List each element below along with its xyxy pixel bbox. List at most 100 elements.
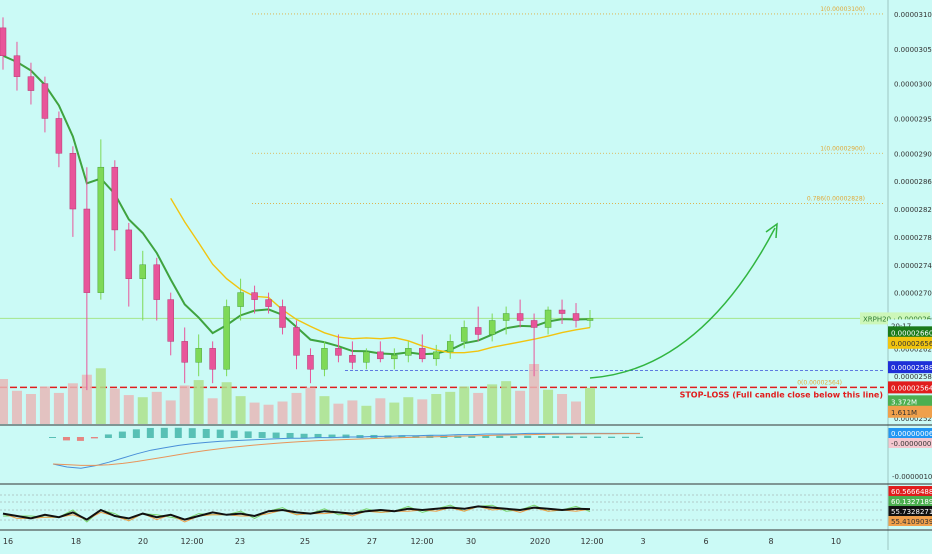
candle-body <box>391 355 398 360</box>
projection-arrowhead <box>765 222 778 239</box>
time-tick-label: 27 <box>367 537 377 546</box>
volume-bar <box>389 402 400 424</box>
price-badge-label: 0.00002588 <box>891 364 932 372</box>
time-tick-label: 10 <box>831 537 841 546</box>
macd-histogram-bar <box>62 437 70 441</box>
candlesticks <box>0 17 594 391</box>
volume-bar <box>501 381 512 424</box>
macd-histogram-bar <box>524 435 532 438</box>
time-tick-label: 18 <box>71 537 81 546</box>
time-tick-label: 12:00 <box>410 537 433 546</box>
macd-histogram-bar <box>230 430 238 438</box>
macd-histogram-bar <box>538 436 546 438</box>
macd-badge-label: 0.00000006 <box>891 430 932 438</box>
macd-histogram-bar <box>594 436 602 438</box>
volume-bar <box>0 379 8 424</box>
macd-histogram-bar <box>286 432 294 438</box>
fib-label: 0.786(0.00002828) <box>807 195 865 202</box>
candle-body <box>307 355 314 370</box>
macd-histogram-bar <box>552 436 560 438</box>
time-axis: 16 18 20 12:00 23 25 27 12:00 30 2020 12:00 3 6 8 10 <box>0 529 932 546</box>
candle-body <box>349 355 356 363</box>
time-tick-label: 30 <box>466 537 476 546</box>
volume-bar <box>515 390 526 424</box>
volume-bar <box>137 397 148 424</box>
rsi-slow-line <box>2 505 591 523</box>
volume-bar <box>235 396 246 424</box>
macd-histogram-bar <box>216 429 224 438</box>
macd-histogram-bar <box>468 435 476 438</box>
candle-body <box>125 229 133 279</box>
fib-label: 1(0.00002900) <box>820 145 865 152</box>
candle-body <box>223 306 230 370</box>
rsi-main-line <box>2 505 591 521</box>
price-tick-label: 0.00002900 <box>894 150 932 158</box>
time-tick-label: 16 <box>3 537 13 546</box>
candle-body <box>558 309 566 314</box>
volume-bar <box>193 380 204 424</box>
price-tick-label: 0.00003100 <box>894 11 932 19</box>
candle-body <box>419 348 426 360</box>
volume-bar <box>151 391 162 424</box>
volume-bars <box>0 364 595 424</box>
volume-bar <box>375 398 386 424</box>
candle-body <box>153 264 160 300</box>
candle-body <box>363 351 370 363</box>
volume-bar <box>39 386 50 424</box>
time-tick-label: 8 <box>768 537 773 546</box>
macd-histogram-bar <box>132 429 140 438</box>
macd-histogram-bar <box>174 427 182 438</box>
macd-histogram-bar <box>244 431 252 438</box>
candle-body <box>181 341 188 363</box>
macd-histogram-bar <box>76 437 84 441</box>
macd-histogram-bar <box>188 428 196 438</box>
macd-histogram-bar <box>636 436 643 438</box>
macd-histogram-bar <box>272 432 280 438</box>
macd-histogram-bar <box>328 434 336 438</box>
volume-bar <box>249 402 260 424</box>
candle-body <box>586 318 594 321</box>
candle-body <box>265 299 272 307</box>
candle-body <box>516 313 524 321</box>
candle-body <box>195 348 202 363</box>
volume-bar <box>53 392 64 424</box>
volume-bar <box>361 405 372 424</box>
macd-histogram-bar <box>49 437 56 438</box>
candle-body <box>41 83 49 119</box>
price-badge <box>888 405 932 418</box>
volume-bar <box>291 392 302 424</box>
candle-body <box>167 299 174 342</box>
candle-body <box>27 76 35 91</box>
candle-body <box>0 27 7 56</box>
macd-histogram-bar <box>314 433 322 438</box>
candle-body <box>405 348 412 356</box>
price-badge-label: 0.00002656 <box>891 340 932 348</box>
macd-histogram-bar <box>258 432 266 438</box>
rsi-badge-label: 55.73282714 <box>891 508 932 516</box>
volume-bar <box>431 394 442 424</box>
time-tick-label: 25 <box>300 537 310 546</box>
price-badge <box>888 361 932 374</box>
candle-body <box>377 351 384 360</box>
macd-pane: 0.00000006 -0.00000001 -0.00000100 <box>49 427 932 481</box>
candle-body <box>83 208 91 293</box>
time-tick-label: 12:00 <box>180 537 203 546</box>
volume-bar <box>319 396 330 424</box>
candle-body <box>335 348 342 356</box>
volume-bar <box>221 382 232 424</box>
macd-signal-line <box>52 433 641 466</box>
price-badge-label: 3.372M <box>891 398 917 406</box>
volume-bar <box>207 398 218 424</box>
rsi-pane: 60.56664880 60.13271898 55.73282714 55.4109… <box>0 486 932 526</box>
fib-levels: 1(0.00003100) 1(0.00002900) 0.786(0.000028… <box>0 6 884 399</box>
rsi-badge-label: 60.13271898 <box>891 498 932 506</box>
